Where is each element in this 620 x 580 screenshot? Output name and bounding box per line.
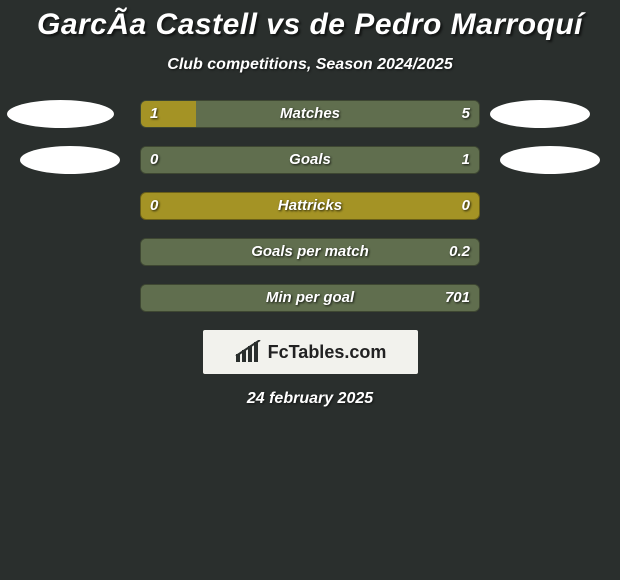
stat-value-right: 0.2 [449, 238, 470, 266]
footer-date: 24 february 2025 [0, 390, 620, 408]
page-subtitle: Club competitions, Season 2024/2025 [0, 56, 620, 74]
stat-label: Goals [140, 146, 480, 174]
left-team-ellipse [20, 146, 120, 174]
stat-value-left: 0 [150, 192, 158, 220]
right-team-ellipse [500, 146, 600, 174]
right-team-ellipse [490, 100, 590, 128]
stat-value-right: 701 [445, 284, 470, 312]
stat-row: Min per goal701 [0, 284, 620, 312]
comparison-infographic: GarcÃ­a Castell vs de Pedro Marroquí Clu… [0, 0, 620, 580]
stat-row: Matches1 5 [0, 100, 620, 128]
brand-badge: FcTables.com [203, 330, 418, 374]
stats-rows: Matches15Goals01Hattricks00Goals per mat… [0, 100, 620, 312]
chart-icon [234, 340, 262, 364]
stat-row: Goals per match0.2 [0, 238, 620, 266]
stat-value-left: 1 [150, 100, 158, 128]
brand-text: FcTables.com [268, 342, 387, 363]
stat-value-right: 5 [462, 100, 470, 128]
stat-value-left: 0 [150, 146, 158, 174]
stat-value-right: 0 [462, 192, 470, 220]
stat-row: Hattricks0 0 [0, 192, 620, 220]
stat-label: Hattricks [140, 192, 480, 220]
page-title: GarcÃ­a Castell vs de Pedro Marroquí [0, 8, 620, 42]
stat-value-right: 1 [462, 146, 470, 174]
left-team-ellipse [7, 100, 114, 128]
stat-label: Matches [140, 100, 480, 128]
stat-label: Goals per match [140, 238, 480, 266]
stat-label: Min per goal [140, 284, 480, 312]
stat-row: Goals0 1 [0, 146, 620, 174]
